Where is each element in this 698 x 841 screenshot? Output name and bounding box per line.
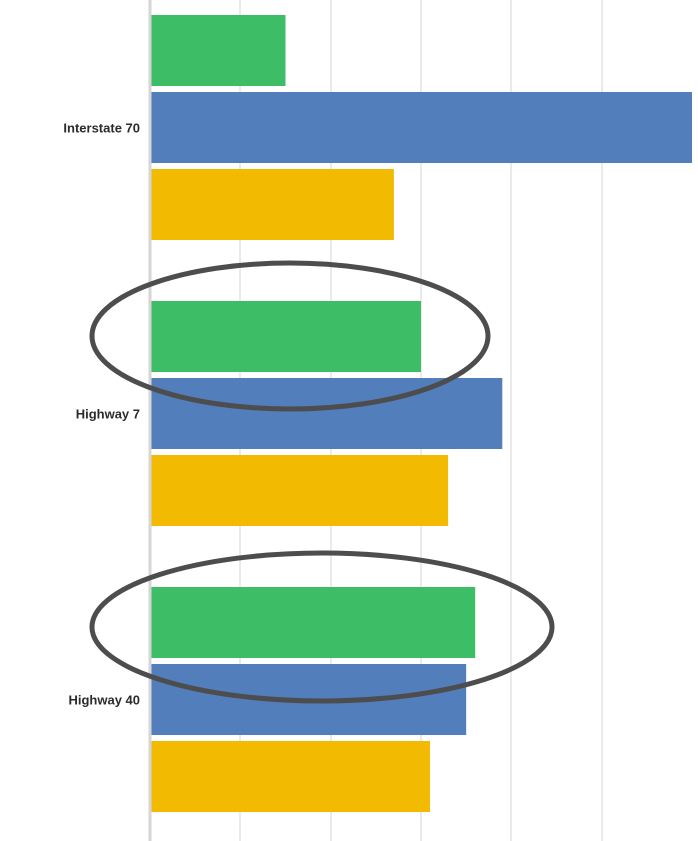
bar-2-2 (150, 741, 431, 812)
category-label: Highway 7 (76, 407, 140, 422)
bar-1-1 (150, 378, 503, 449)
category-label: Interstate 70 (63, 121, 140, 136)
bar-2-0 (150, 587, 476, 658)
bar-0-0 (150, 15, 286, 86)
bars-layer (150, 15, 692, 812)
bar-0-1 (150, 92, 692, 163)
bar-1-2 (150, 455, 449, 526)
category-label: Highway 40 (68, 693, 140, 708)
annotations-layer (89, 260, 555, 704)
bar-1-0 (150, 301, 421, 372)
category-labels: Interstate 70 Highway 7 Highway 40 (63, 121, 140, 708)
bar-0-2 (150, 169, 394, 240)
highlight-ellipse-2 (89, 550, 555, 704)
highlight-ellipse-1 (89, 260, 491, 412)
